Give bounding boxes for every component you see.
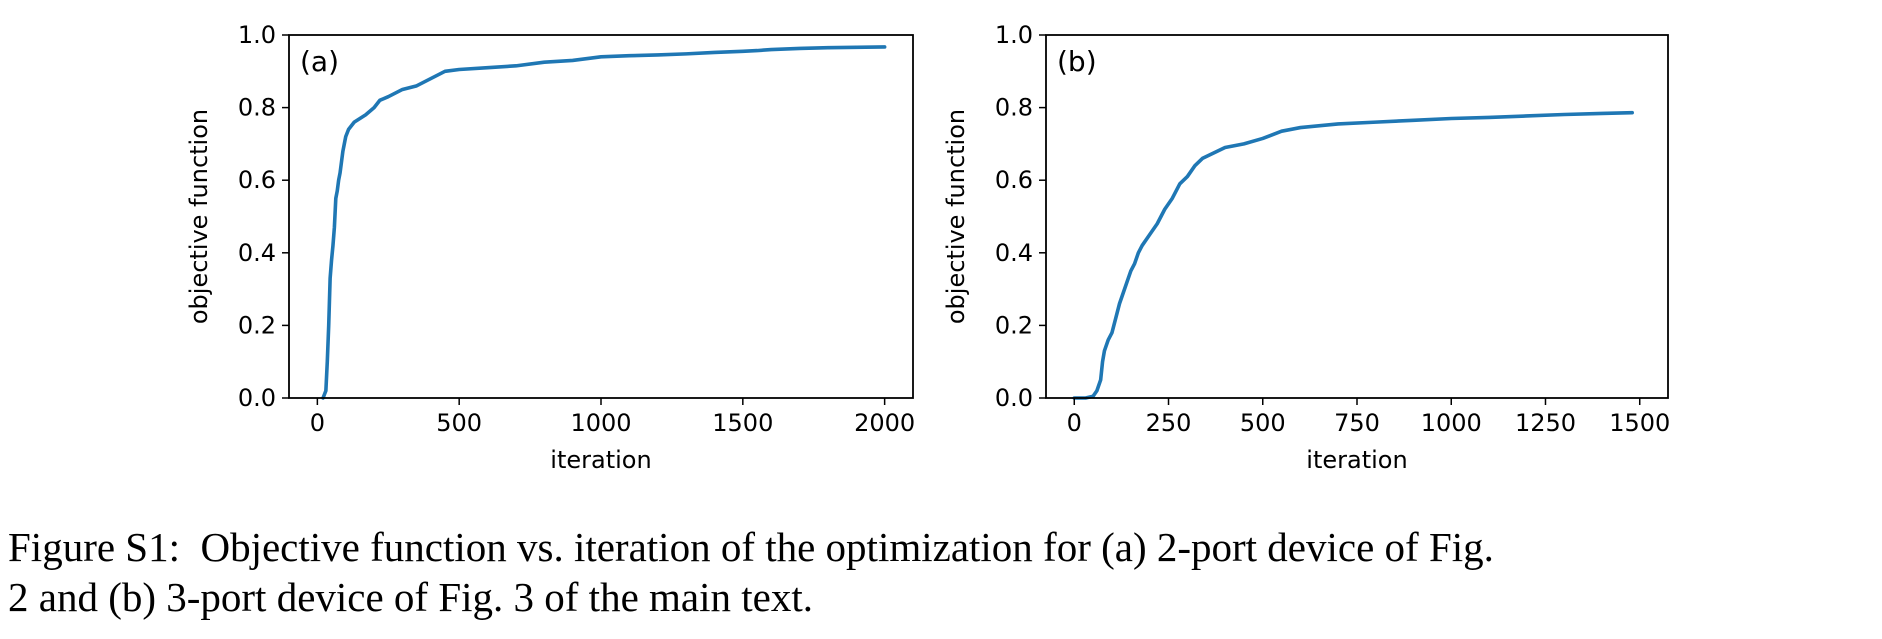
x-tick-label: 1000 bbox=[570, 409, 631, 437]
x-tick-label: 1500 bbox=[712, 409, 773, 437]
y-tick-label: 0.2 bbox=[995, 311, 1033, 339]
y-tick-label: 0.4 bbox=[238, 239, 276, 267]
charts-canvas: 0 500 1000 1500 2000 0.0 0.2 0.4 0.6 0.8 1.0 iterat… bbox=[185, 21, 1670, 474]
axes-frame bbox=[1045, 34, 1669, 399]
y-tick-label: 0.2 bbox=[238, 311, 276, 339]
x-axis-label: iteration bbox=[550, 446, 651, 474]
figure-caption: Figure S1: Objective function vs. iterat… bbox=[8, 524, 1494, 620]
panel-label: (b) bbox=[1057, 45, 1097, 78]
y-axis-label: objective function bbox=[185, 109, 213, 324]
x-tick-label: 1000 bbox=[1421, 409, 1482, 437]
y-tick-label: 0.0 bbox=[995, 384, 1033, 412]
y-tick-label: 1.0 bbox=[238, 21, 276, 49]
y-tick-label: 0.8 bbox=[995, 94, 1033, 122]
x-axis-label: iteration bbox=[1306, 446, 1407, 474]
y-tick-label: 0.6 bbox=[995, 166, 1033, 194]
data-line bbox=[321, 45, 887, 400]
x-tick-label: 0 bbox=[1067, 409, 1082, 437]
axes-frame bbox=[288, 34, 914, 399]
y-tick-label: 0.8 bbox=[238, 94, 276, 122]
x-tick-label: 500 bbox=[1240, 409, 1286, 437]
y-tick-label: 0.4 bbox=[995, 239, 1033, 267]
x-tick-label: 500 bbox=[436, 409, 482, 437]
chart-panel-a: 0 500 1000 1500 2000 0.0 0.2 0.4 0.6 0.8 1.0 iterat… bbox=[185, 21, 915, 474]
x-tick-label: 750 bbox=[1334, 409, 1380, 437]
x-tick-label: 1500 bbox=[1609, 409, 1670, 437]
y-tick-label: 1.0 bbox=[995, 21, 1033, 49]
data-line bbox=[1072, 110, 1634, 400]
chart-panel-b: 0 250 500 750 1000 1250 1500 0.0 0.2 0.4 0.6 0.8 1.0… bbox=[942, 21, 1670, 474]
x-tick-label: 250 bbox=[1146, 409, 1192, 437]
x-tick-label: 0 bbox=[310, 409, 325, 437]
x-tick-label: 1250 bbox=[1515, 409, 1576, 437]
y-tick-label: 0.0 bbox=[238, 384, 276, 412]
y-axis-label: objective function bbox=[942, 109, 970, 324]
panel-label: (a) bbox=[300, 45, 339, 78]
y-tick-label: 0.6 bbox=[238, 166, 276, 194]
x-tick-label: 2000 bbox=[854, 409, 915, 437]
